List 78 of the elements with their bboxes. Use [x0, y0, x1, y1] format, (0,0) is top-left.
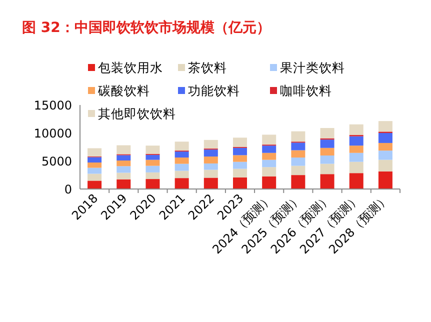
bar [233, 168, 247, 178]
bar [262, 176, 276, 189]
bar [88, 162, 102, 168]
bar [262, 160, 276, 168]
bar [146, 160, 160, 166]
bar [349, 136, 364, 146]
bar [116, 179, 131, 189]
legend-label: 咖啡饮料 [280, 83, 332, 98]
bar [88, 157, 102, 163]
bar [262, 146, 276, 153]
bar [88, 168, 102, 174]
bar [174, 152, 189, 158]
bar [233, 148, 247, 156]
bar [349, 162, 364, 174]
bar [174, 158, 189, 164]
bar [320, 156, 334, 164]
bar [349, 173, 364, 189]
bar [349, 146, 364, 153]
bar [233, 162, 247, 169]
bar [174, 178, 189, 189]
bar [204, 163, 218, 170]
bar [116, 155, 131, 160]
bar [233, 155, 247, 162]
bar [378, 160, 392, 172]
bar [262, 134, 276, 145]
bar [88, 174, 102, 181]
bar [320, 140, 334, 148]
bar [146, 179, 160, 189]
bar [378, 150, 392, 160]
bar [291, 175, 306, 189]
bar [116, 160, 131, 166]
legend-label: 功能饮料 [188, 83, 240, 98]
bar [116, 166, 131, 173]
bar [291, 166, 306, 176]
bar [378, 121, 392, 132]
bar [116, 145, 131, 154]
bar [146, 146, 160, 154]
bar [262, 167, 276, 176]
y-tick-label: 15000 [34, 98, 72, 112]
bar [320, 148, 334, 156]
bar [320, 174, 334, 189]
bar [204, 170, 218, 178]
legend-label: 其他即饮饮料 [98, 106, 176, 121]
bar [291, 131, 306, 142]
y-tick-label: 5000 [41, 154, 72, 168]
legend-label: 果汁类饮料 [280, 60, 345, 75]
bar [174, 142, 189, 151]
bar [378, 142, 392, 151]
bar [204, 156, 218, 164]
bar [174, 170, 189, 178]
bar [146, 172, 160, 180]
legend-label: 茶饮料 [188, 60, 227, 75]
bar [291, 142, 306, 150]
bar [378, 133, 392, 143]
bar [88, 148, 102, 157]
bar [378, 171, 392, 189]
bar [320, 128, 334, 138]
bar [233, 138, 247, 147]
bar [116, 172, 131, 180]
bar [146, 154, 160, 160]
chart-title: 图 32：中国即饮软饮市场规模（亿元） [22, 19, 270, 36]
bar [291, 150, 306, 158]
bar [88, 180, 102, 189]
bar [204, 140, 218, 149]
bar [320, 164, 334, 174]
bar [262, 152, 276, 160]
y-tick-label: 0 [64, 182, 72, 196]
bar [349, 124, 364, 136]
bar [349, 152, 364, 162]
legend-label: 包装饮用水 [98, 60, 163, 75]
bar [233, 177, 247, 189]
legend-label: 碳酸饮料 [97, 83, 150, 98]
y-tick-label: 10000 [34, 126, 72, 140]
bar [204, 150, 218, 157]
bar [174, 164, 189, 171]
bar [291, 158, 306, 166]
bar [146, 166, 160, 172]
bar [204, 178, 218, 189]
